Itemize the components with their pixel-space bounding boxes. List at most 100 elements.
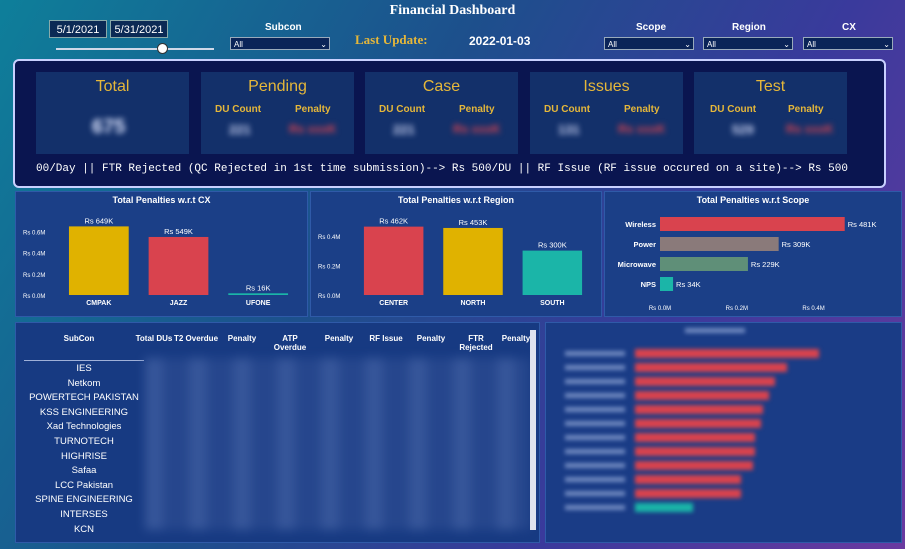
kpi-issues-label: Issues — [583, 78, 630, 95]
cx-chart-data-label: Rs 649K — [84, 216, 113, 225]
table-column-header[interactable]: ATP Overdue — [273, 334, 307, 352]
blurred-chart-bar — [635, 461, 753, 470]
table-row-subcon: POWERTECH PAKISTAN — [29, 392, 139, 404]
region-chart-data-label: Rs 453K — [459, 218, 488, 227]
date-slider-handle[interactable] — [157, 43, 168, 54]
table-column-header[interactable]: RF Issue — [369, 334, 403, 343]
kpi-pending-penalty-value: Rs xxxK — [289, 122, 337, 136]
kpi-test-penalty-value: Rs xxxK — [786, 122, 834, 136]
cx-filter-label: CX — [842, 22, 856, 33]
blurred-chart-bar — [635, 419, 761, 428]
kpi-pending-du-label: DU Count — [215, 104, 262, 115]
table-scrollbar[interactable] — [530, 330, 536, 530]
table-header-divider — [24, 360, 144, 361]
blurred-chart-label — [565, 435, 625, 440]
region-chart-y-tick: Rs 0.0M — [318, 294, 340, 300]
date-to-input[interactable]: 5/31/2021 — [110, 20, 168, 38]
table-row-subcon: TURNOTECH — [54, 436, 114, 447]
blurred-chart-label — [565, 379, 625, 384]
kpi-pending-label: Pending — [248, 78, 307, 95]
table-row-subcon: IES — [76, 363, 92, 374]
cx-chart-bar — [228, 293, 289, 295]
blurred-chart-bar — [635, 405, 763, 414]
kpi-issues-penalty-value: Rs xxxK — [618, 122, 666, 136]
region-dropdown[interactable]: All ⌄ — [703, 37, 793, 50]
table-row-subcon: KSS ENGINEERING — [39, 406, 129, 418]
table-column-header[interactable]: Penalty — [324, 334, 354, 343]
scope-chart-title: Total Penalties w.r.t Scope — [697, 195, 810, 205]
scope-chart-x-tick: Rs 0.0M — [649, 306, 671, 312]
scope-chart-bar — [660, 217, 845, 231]
table-values-redacted — [145, 358, 530, 530]
region-chart-title: Total Penalties w.r.t Region — [398, 195, 514, 205]
kpi-test-du-value: 529 — [732, 122, 754, 137]
scope-chart-y-tick: NPS — [641, 280, 656, 289]
kpi-test-du-label: DU Count — [710, 104, 757, 115]
cx-chart-data-label: Rs 16K — [246, 283, 271, 292]
cx-chart-y-tick: Rs 0.0M — [23, 294, 45, 300]
table-column-header[interactable]: Penalty — [501, 334, 531, 343]
kpi-card-total: Total 675 — [36, 72, 189, 154]
kpi-card-issues: Issues DU Count Penalty 131 Rs xxxK — [530, 72, 683, 154]
region-chart-bar — [522, 250, 583, 295]
scope-chart-data-label: Rs 481K — [848, 220, 877, 229]
blurred-chart-bar — [635, 391, 769, 400]
blurred-penalty-chart — [565, 328, 819, 512]
last-update-label: Last Update: — [355, 32, 428, 47]
scope-chart-bar — [660, 257, 748, 271]
date-range-slider[interactable] — [56, 48, 214, 50]
kpi-card-test: Test DU Count Penalty 529 Rs xxxK — [694, 72, 847, 154]
region-chart-x-tick: NORTH — [461, 300, 486, 307]
scope-dropdown[interactable]: All ⌄ — [604, 37, 694, 50]
region-chart-x-tick: CENTER — [379, 300, 408, 307]
region-chart-x-tick: SOUTH — [540, 300, 565, 307]
kpi-test-label: Test — [755, 78, 786, 95]
table-row-subcon: Netkom — [67, 377, 101, 389]
blurred-chart-bar — [635, 475, 741, 484]
blurred-chart-bar — [635, 503, 693, 512]
subcon-dropdown[interactable]: All ⌄ — [230, 37, 330, 50]
table-column-header[interactable]: SubCon — [63, 334, 95, 343]
scope-chart-y-tick: Power — [633, 240, 656, 249]
cx-chart-x-tick: UFONE — [246, 300, 271, 307]
blurred-chart-label — [565, 351, 625, 356]
region-chart-data-label: Rs 462K — [379, 217, 408, 226]
subcon-filter-label: Subcon — [265, 22, 302, 33]
cx-dropdown[interactable]: All ⌄ — [803, 37, 893, 50]
scope-chart-x-tick: Rs 0.4M — [802, 306, 824, 312]
table-row-subcon: KCN — [73, 523, 95, 535]
region-chart-bar — [443, 227, 503, 295]
blurred-chart-label — [565, 463, 625, 468]
kpi-total-label: Total — [95, 78, 130, 95]
scope-chart-data-label: Rs 229K — [751, 260, 780, 269]
chevron-down-icon: ⌄ — [883, 40, 890, 49]
table-column-header[interactable]: FTR Rejected — [459, 334, 493, 352]
last-update-value: 2022-01-03 — [469, 34, 531, 48]
scope-dropdown-value: All — [608, 40, 617, 49]
table-column-header[interactable]: T2 Overdue — [174, 334, 219, 343]
subcon-dropdown-value: All — [234, 40, 243, 49]
blurred-chart-label — [565, 449, 625, 454]
table-column-header[interactable]: Penalty — [416, 334, 446, 343]
table-column-header[interactable]: Penalty — [227, 334, 257, 343]
scope-chart-y-tick: Microwave — [618, 260, 656, 269]
scope-chart-data-label: Rs 309K — [782, 240, 811, 249]
region-chart-y-tick: Rs 0.4M — [318, 235, 340, 241]
kpi-card-case: Case DU Count Penalty 221 Rs xxxK — [365, 72, 518, 154]
table-row-subcon: INTERSES — [60, 509, 108, 520]
table-row-subcon: Xad Technologies — [46, 421, 122, 433]
kpi-issues-penalty-label: Penalty — [624, 104, 660, 115]
date-from-input[interactable]: 5/1/2021 — [49, 20, 107, 38]
chevron-down-icon: ⌄ — [684, 40, 691, 49]
scope-chart-y-tick: Wireless — [625, 220, 656, 229]
cx-chart-x-tick: CMPAK — [86, 300, 111, 307]
cx-chart-y-tick: Rs 0.4M — [23, 252, 45, 258]
kpi-pending-penalty-label: Penalty — [295, 104, 331, 115]
cx-chart-bar — [68, 226, 129, 295]
kpi-issues-du-label: DU Count — [544, 104, 591, 115]
kpi-case-label: Case — [422, 78, 461, 95]
kpi-case-penalty-label: Penalty — [459, 104, 495, 115]
chart-panel-scope — [604, 191, 902, 317]
cx-chart-y-tick: Rs 0.6M — [23, 231, 45, 237]
table-column-header[interactable]: Total DUs — [135, 334, 173, 343]
